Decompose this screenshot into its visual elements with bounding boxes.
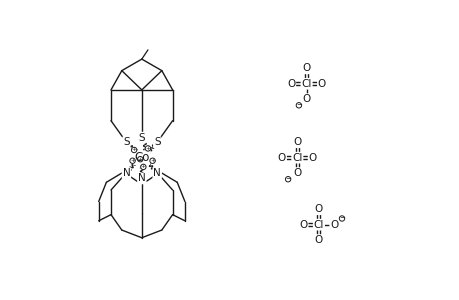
Text: O: O [308, 153, 316, 163]
Circle shape [131, 147, 136, 153]
Text: N: N [122, 168, 130, 178]
Text: Cl: Cl [313, 220, 324, 230]
Text: −: − [338, 215, 344, 221]
Circle shape [296, 103, 301, 108]
Circle shape [339, 216, 344, 221]
Text: O: O [286, 79, 295, 89]
Text: O: O [299, 220, 307, 230]
Text: O: O [314, 235, 322, 245]
Text: O: O [314, 204, 322, 214]
Text: N: N [153, 168, 161, 178]
Circle shape [285, 176, 290, 182]
Text: S: S [138, 133, 145, 142]
Circle shape [150, 158, 155, 164]
Text: N: N [138, 173, 146, 184]
Text: +: + [150, 158, 155, 163]
Text: O: O [292, 168, 301, 178]
Text: O: O [302, 94, 310, 104]
Text: +: + [129, 158, 135, 163]
Text: Cl: Cl [301, 79, 311, 89]
Text: +: + [131, 148, 136, 152]
Text: +: + [137, 157, 143, 162]
Text: O: O [330, 220, 338, 230]
Circle shape [129, 158, 135, 164]
Text: −: − [285, 176, 291, 182]
Circle shape [137, 157, 143, 162]
Text: +: + [145, 146, 150, 151]
Text: O: O [277, 153, 285, 163]
Circle shape [140, 164, 146, 170]
Text: S: S [154, 137, 160, 147]
Text: Co: Co [134, 151, 149, 164]
Text: O: O [317, 79, 325, 89]
Text: Cl: Cl [291, 153, 302, 163]
Text: S: S [123, 137, 129, 147]
Text: −: − [295, 102, 301, 108]
Text: O: O [302, 63, 310, 73]
Text: O: O [292, 137, 301, 147]
Text: +: + [140, 164, 146, 169]
Circle shape [145, 146, 151, 151]
